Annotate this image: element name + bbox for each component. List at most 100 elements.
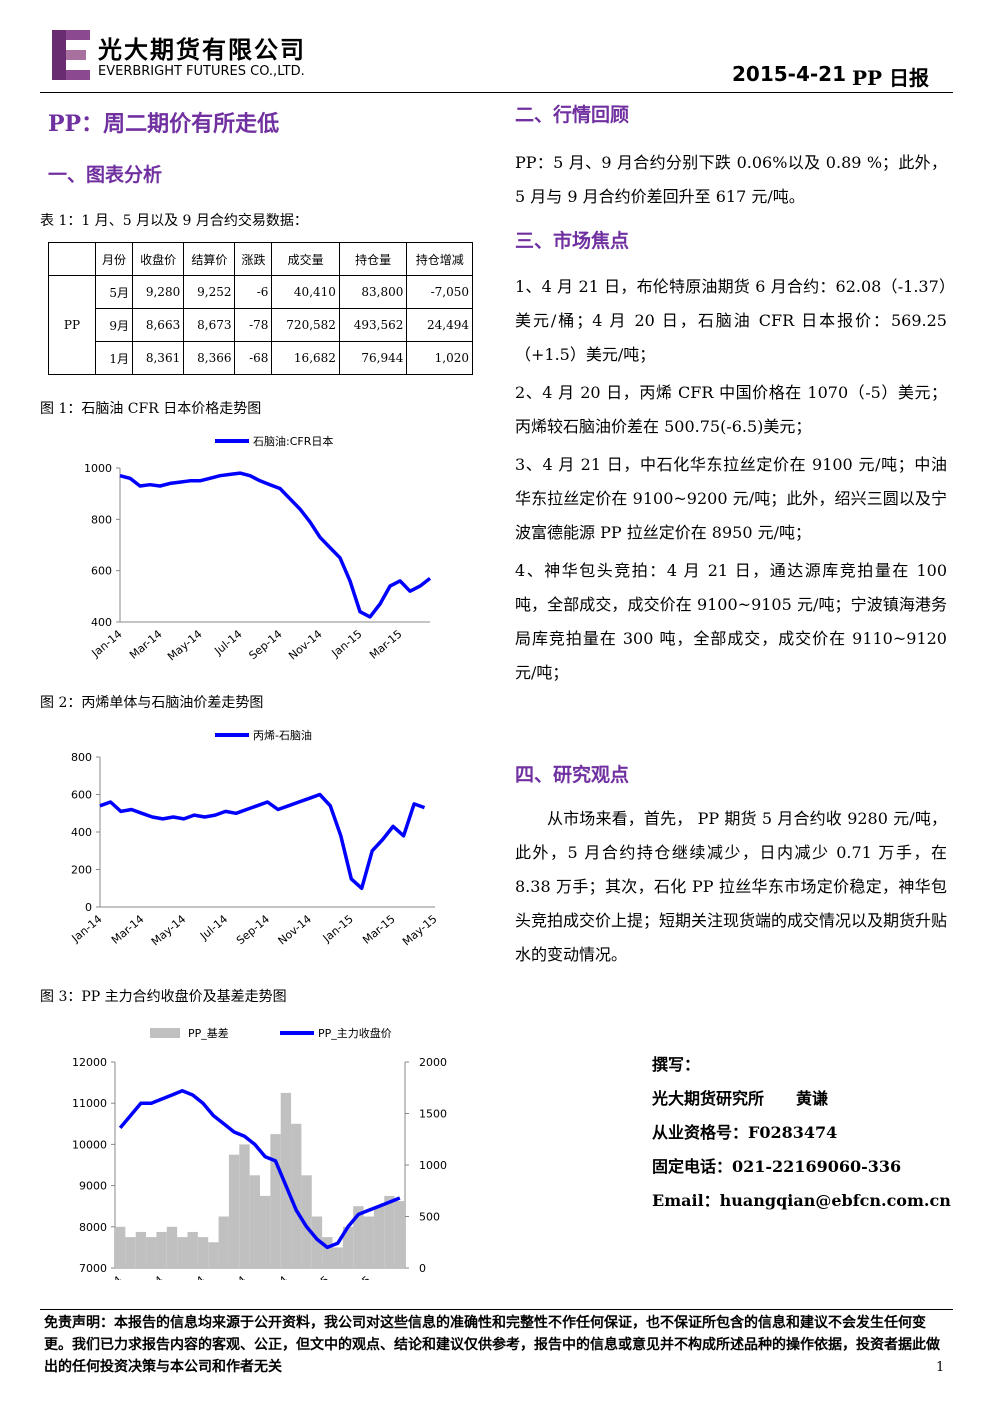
bar [332, 1247, 343, 1268]
x-tick-label: Nov-14 [286, 627, 324, 662]
table-cell: 8,366 [183, 341, 236, 375]
x-tick-label: Jan-14 [69, 912, 105, 945]
bar [342, 1226, 354, 1268]
y2-tick-label: 2000 [419, 1056, 447, 1069]
line-series [119, 471, 432, 619]
company-cn: 光大期货有限公司 [98, 35, 306, 64]
bar [228, 1154, 240, 1268]
table-header: 结算价 [183, 242, 236, 276]
table-cell: -68 [234, 341, 273, 375]
x-tick-label: Mar-14 [109, 912, 146, 946]
bar [135, 1231, 147, 1268]
x-tick-label: May-14 [149, 912, 188, 948]
table-cell: -6 [234, 275, 273, 309]
table-row: 月份 收盘价 结算价 涨跌 成交量 持仓量 持仓增减 [48, 242, 473, 276]
y-tick-label: 600 [91, 565, 112, 578]
table-cell: 1,020 [406, 341, 473, 375]
author-line: 从业资格号：F0283474 [652, 1123, 838, 1142]
table-row: 1月 8,361 8,366 -68 16,682 76,944 1,020 [49, 341, 473, 375]
line-series [118, 1089, 401, 1250]
x-tick-label: Mar-15 [360, 912, 397, 946]
bar [125, 1237, 136, 1268]
section-title: 一、图表分析 [48, 164, 163, 186]
bar [270, 1134, 281, 1268]
table-cell: 5月 [95, 275, 133, 309]
list-item: 2、4 月 20 日，丙烯 CFR 中国价格在 1070（-5）美元；丙烯较石脑… [515, 383, 947, 436]
bar [291, 1123, 302, 1268]
x-tick-label: May-15 [400, 912, 439, 948]
section-title: 三、市场焦点 [515, 230, 630, 252]
main-title: PP：周二期价有所走低 [48, 111, 280, 137]
table-cell: 9,280 [131, 275, 185, 309]
author-line: 固定电话：021-22169060-336 [652, 1157, 902, 1176]
table-cell: 8,673 [183, 308, 236, 342]
legend-label: PP_基差 [188, 1026, 229, 1040]
section-title: 四、研究观点 [515, 764, 630, 786]
y-tick-label: 11000 [72, 1097, 107, 1110]
disclaimer: 免责声明：本报告的信息均来源于公开资料，我公司对这些信息的准确性和完整性不作任何… [44, 1315, 940, 1375]
header-rule [40, 92, 953, 93]
x-tick-label: Mar-14 [127, 627, 164, 661]
bar [311, 1216, 323, 1268]
x-tick-label: Jan-14 [89, 627, 125, 660]
list-item: 4、神华包头竞拍：4 月 21 日，通达源库竞拍量在 100 吨，全部成交，成交… [515, 561, 947, 682]
x-tick-label: Jan-15 [320, 912, 356, 945]
table-cell [48, 242, 96, 276]
bar [177, 1237, 188, 1268]
section-title: 二、行情回顾 [515, 104, 630, 126]
legend-label: 石脑油:CFR日本 [253, 434, 333, 448]
bar [249, 1175, 260, 1268]
table-header: 持仓量 [338, 242, 408, 276]
paragraph: 从市场来看，首先， PP 期货 5 月合约收 9280 元/吨，此外，5 月合约… [515, 809, 948, 964]
y-tick-label: 200 [71, 864, 92, 877]
logo [52, 30, 90, 80]
chart: 400 600 800 1000 Jan-14 Mar-14 May-14 Jul-14 Sep… [84, 434, 432, 663]
table-cell: 76,944 [338, 341, 408, 375]
list-item: 3、4 月 21 日，中石化华东拉丝定价在 9100 元/吨；中油华东拉丝定价在… [515, 455, 947, 542]
paragraph: PP：5 月、9 月合约分别下跌 0.06%以及 0.89 %；此外，5 月与 … [515, 153, 947, 206]
item-list: 1、4 月 21 日，布伦特原油期货 6 月合约：62.08（-1.37）美元/… [515, 270, 947, 694]
company-en: EVERBRIGHT FUTURES CO.,LTD. [98, 64, 305, 79]
bar [260, 1195, 271, 1268]
x-tick-label: May-14 [127, 1273, 166, 1280]
x-tick-label: Nov-14 [252, 1273, 290, 1280]
bar [146, 1237, 157, 1268]
legend-swatch [150, 1028, 180, 1038]
table-cell: PP [48, 275, 96, 375]
y-tick-label: 1000 [84, 462, 112, 475]
table-cell: 493,562 [338, 308, 408, 342]
table-caption: 表 1：1 月、5 月以及 9 月合约交易数据： [40, 213, 308, 229]
bar [394, 1201, 405, 1268]
figure-caption: 图 3：PP 主力合约收盘价及基差走势图 [40, 989, 287, 1005]
x-tick-label: Sep-14 [246, 627, 284, 662]
author-block: 撰写： 光大期货研究所 黄谦 从业资格号：F0283474 固定电话：021-2216… [652, 1048, 951, 1218]
bar [166, 1226, 178, 1268]
table-cell: 40,410 [271, 275, 340, 309]
y-tick-label: 800 [91, 513, 112, 526]
x-tick-label: May-14 [165, 627, 204, 663]
page-number: 1 [936, 1360, 945, 1375]
x-tick-label: Jul-14 [174, 1273, 207, 1280]
table-cell: 24,494 [406, 308, 473, 342]
x-tick-label: Sep-14 [234, 912, 272, 947]
bar [353, 1206, 364, 1268]
legend-label: 丙烯-石脑油 [253, 728, 312, 742]
bar [115, 1226, 126, 1268]
table-cell: 8,361 [131, 341, 185, 375]
figure-caption: 图 1：石脑油 CFR 日本价格走势图 [40, 401, 262, 417]
x-tick-label: Jan-15 [296, 1273, 332, 1280]
bar [301, 1175, 312, 1268]
x-tick-label: Nov-14 [276, 912, 314, 947]
y2-tick-label: 0 [419, 1262, 426, 1275]
legend-label: PP_主力收盘价 [318, 1026, 392, 1040]
bar [322, 1237, 333, 1268]
y2-tick-label: 1000 [419, 1159, 447, 1172]
y-tick-label: 600 [71, 789, 92, 802]
bar [363, 1216, 374, 1268]
bar [373, 1206, 385, 1268]
bar [197, 1237, 209, 1268]
data-table: 月份 收盘价 结算价 涨跌 成交量 持仓量 持仓增减 PP 5月 9,280 9,252 -6 40,4… [48, 242, 473, 375]
x-tick-label: Mar-15 [336, 1273, 373, 1280]
bar [218, 1216, 229, 1268]
